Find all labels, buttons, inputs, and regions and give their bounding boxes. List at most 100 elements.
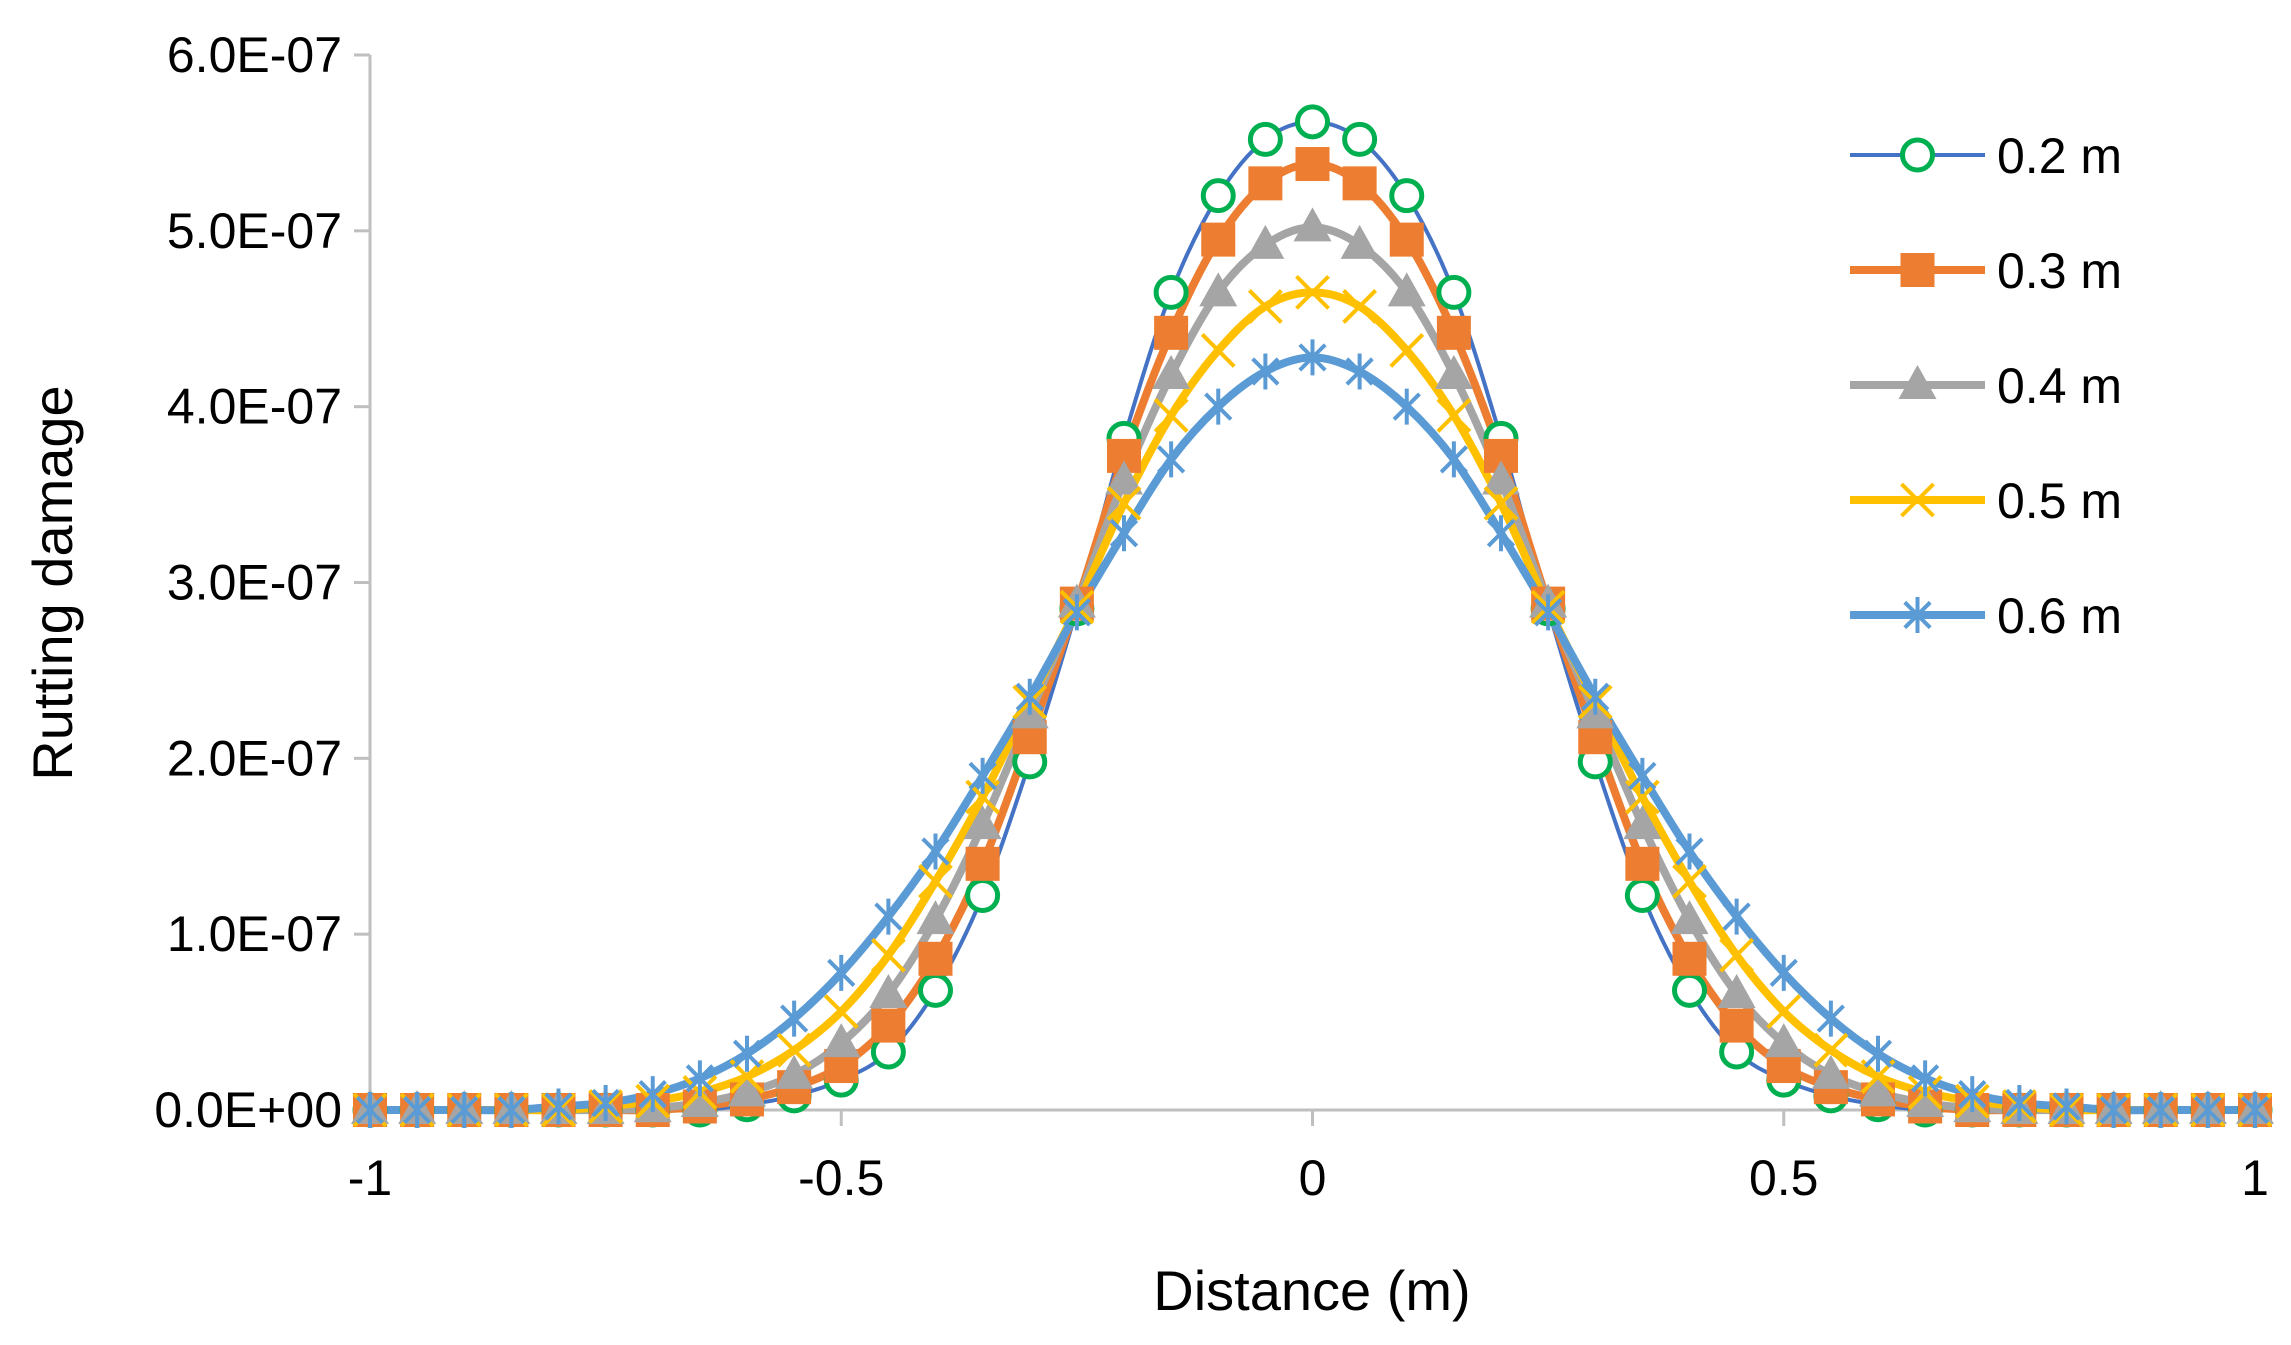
y-tick-label: 6.0E-07 bbox=[167, 27, 342, 83]
data-point bbox=[544, 1088, 573, 1125]
data-point bbox=[1769, 954, 1798, 991]
data-point bbox=[1482, 460, 1520, 495]
y-tick-label: 2.0E-07 bbox=[167, 730, 342, 786]
legend-marker bbox=[1903, 597, 1932, 633]
data-point bbox=[1062, 594, 1091, 631]
y-tick-label: 4.0E-07 bbox=[167, 379, 342, 435]
x-axis-title: Distance (m) bbox=[1153, 1259, 1470, 1322]
data-point bbox=[1581, 678, 1610, 715]
series-markers-0-6m bbox=[355, 339, 2270, 1128]
data-point bbox=[1389, 178, 1425, 214]
data-point bbox=[1015, 678, 1044, 715]
data-point bbox=[1389, 222, 1424, 257]
data-point bbox=[1958, 1076, 1987, 1113]
data-point bbox=[1436, 274, 1472, 310]
data-point bbox=[1672, 941, 1707, 976]
data-point bbox=[1152, 355, 1191, 390]
data-point bbox=[732, 1035, 762, 1072]
data-point bbox=[1200, 332, 1236, 368]
data-point bbox=[918, 864, 953, 899]
legend: 0.2 m 0.3 m 0.4 m 0.5 m 0.6 m bbox=[1850, 128, 2122, 644]
data-point bbox=[1105, 460, 1143, 495]
data-point bbox=[921, 833, 950, 870]
data-point bbox=[1719, 937, 1755, 973]
data-point bbox=[450, 1092, 479, 1128]
legend-marker bbox=[1900, 137, 1935, 173]
data-point bbox=[1623, 805, 1662, 840]
data-point bbox=[1764, 1023, 1803, 1058]
data-point bbox=[874, 898, 903, 935]
y-tick-labels: 0.0E+00 1.0E-07 2.0E-07 3.0E-07 4.0E-07 5.0E-… bbox=[154, 27, 342, 1138]
legend-item: 0.3 m bbox=[1850, 243, 2122, 299]
data-point bbox=[2240, 1092, 2270, 1128]
data-point bbox=[1436, 398, 1472, 433]
data-point bbox=[1153, 274, 1189, 310]
data-point bbox=[1906, 1082, 1945, 1117]
data-point bbox=[2146, 1092, 2175, 1128]
y-tick-label: 5.0E-07 bbox=[167, 203, 342, 259]
data-point bbox=[403, 1092, 432, 1128]
legend-label: 0.6 m bbox=[1997, 588, 2122, 644]
data-point bbox=[1248, 166, 1283, 201]
legend-marker bbox=[1898, 365, 1937, 399]
data-point bbox=[1436, 315, 1471, 350]
data-point bbox=[1154, 315, 1189, 350]
data-point bbox=[2099, 1092, 2128, 1128]
data-point bbox=[1342, 289, 1378, 324]
data-point bbox=[497, 1092, 526, 1128]
data-point bbox=[1816, 1000, 1845, 1037]
data-point bbox=[1483, 485, 1519, 521]
data-point bbox=[591, 1084, 620, 1121]
data-point bbox=[1392, 388, 1421, 425]
data-point bbox=[2193, 1092, 2222, 1128]
legend-item: 0.6 m bbox=[1850, 588, 2122, 644]
data-point bbox=[1342, 166, 1377, 201]
legend-label: 0.4 m bbox=[1997, 358, 2122, 414]
data-point bbox=[963, 805, 1002, 840]
data-point bbox=[1439, 441, 1468, 478]
x-tick-label: 0.5 bbox=[1749, 1150, 1819, 1206]
data-point bbox=[1153, 398, 1189, 433]
data-point bbox=[780, 1000, 809, 1037]
data-point bbox=[918, 972, 953, 1008]
data-point bbox=[827, 954, 856, 991]
data-point bbox=[1295, 274, 1330, 310]
data-point bbox=[1295, 104, 1330, 140]
data-point bbox=[1389, 332, 1425, 368]
y-tick-label: 1.0E-07 bbox=[167, 906, 342, 962]
data-point bbox=[728, 1072, 766, 1107]
data-point bbox=[355, 1092, 385, 1128]
data-point bbox=[1675, 833, 1704, 870]
data-point bbox=[2052, 1088, 2081, 1125]
legend-label: 0.2 m bbox=[1997, 128, 2122, 184]
data-point bbox=[638, 1076, 667, 1113]
x-tick-label: 0 bbox=[1299, 1150, 1327, 1206]
legend-item: 0.4 m bbox=[1850, 358, 2122, 414]
data-point bbox=[1157, 441, 1186, 478]
data-point bbox=[1434, 355, 1473, 390]
legend-label: 0.5 m bbox=[1997, 473, 2122, 529]
data-point bbox=[1340, 224, 1379, 259]
data-point bbox=[1624, 877, 1660, 913]
data-point bbox=[823, 994, 859, 1029]
data-point bbox=[965, 877, 1001, 913]
y-tick-label: 3.0E-07 bbox=[167, 555, 342, 611]
legend-item: 0.2 m bbox=[1850, 128, 2122, 184]
data-point bbox=[776, 1032, 812, 1068]
data-point bbox=[1342, 121, 1378, 157]
data-point bbox=[1201, 222, 1236, 257]
data-point bbox=[822, 1023, 861, 1058]
data-point bbox=[918, 941, 953, 976]
data-point bbox=[1204, 388, 1233, 425]
data-point bbox=[1672, 972, 1707, 1008]
data-point bbox=[1251, 353, 1280, 390]
x-tick-label: -0.5 bbox=[798, 1150, 884, 1206]
data-point bbox=[1247, 289, 1283, 324]
legend-label: 0.3 m bbox=[1997, 243, 2122, 299]
x-tick-label: 1 bbox=[2241, 1150, 2269, 1206]
data-point bbox=[869, 973, 908, 1008]
data-point bbox=[1295, 147, 1330, 182]
